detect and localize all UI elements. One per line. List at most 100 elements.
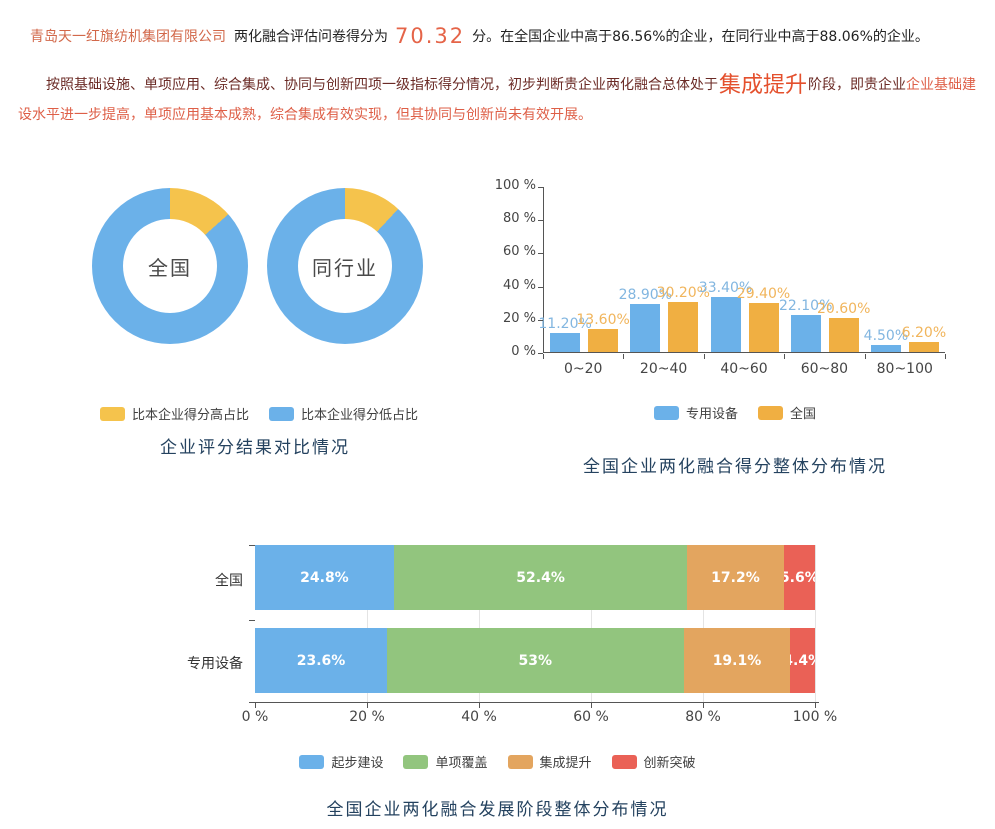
higher-share-swatch-icon [100, 406, 125, 421]
x-axis-tick [591, 703, 592, 708]
legend-label: 集成提升 [539, 756, 592, 771]
x-axis-tick-label: 100 % [792, 709, 838, 725]
x-axis-tick [703, 354, 705, 359]
legend-item-stage-integration[interactable]: 集成提升 [507, 752, 592, 771]
x-axis-category-label: 0~20 [563, 361, 603, 377]
stage-integration-swatch-icon [507, 754, 533, 769]
segment-value-label: 5.6% [783, 569, 815, 586]
segment-单项覆盖: 52.4% [393, 545, 688, 610]
legend-item-national[interactable]: 全国 [758, 403, 816, 422]
x-axis-tick [945, 354, 946, 359]
segment-创新突破: 5.6% [783, 545, 815, 610]
stacked-legend: 起步建设 单项覆盖 集成提升 创新突破 [0, 752, 995, 771]
bar-slot: 6.20% [902, 187, 946, 352]
x-axis-tick [367, 703, 368, 708]
bar-group: 11.20% 13.60% [538, 187, 630, 352]
lower-share-swatch-icon [269, 406, 295, 421]
stacked-row-1: 23.6% 53% 19.1% 4.4% [255, 628, 815, 693]
y-axis-tick [538, 187, 543, 188]
legend-item-stage-innovation[interactable]: 创新突破 [611, 752, 696, 771]
segment-单项覆盖: 53% [387, 628, 684, 693]
legend-label: 比本企业得分高占比 [132, 408, 250, 423]
donut-ring-0: 全国 [92, 188, 248, 344]
segment-起步建设: 24.8% [255, 545, 394, 610]
y-axis-tick-label: 60 % [502, 244, 536, 260]
stage-judgement-paragraph: 按照基础设施、单项应用、综合集成、协同与创新四项一级指标得分情况，初步判断贵企业… [18, 70, 986, 130]
y-axis-tick [538, 220, 543, 222]
segment-value-label: 52.4% [516, 569, 565, 586]
score-prefix-text: 两化融合评估问卷得分为 [234, 29, 388, 45]
bar-value-label: 6.20% [901, 324, 947, 341]
legend-item-special-equipment[interactable]: 专用设备 [653, 403, 738, 422]
x-axis-category-label: 40~60 [720, 361, 768, 377]
bar-专用设备 [630, 304, 661, 352]
legend-label: 全国 [790, 407, 817, 422]
donut-center-label-national: 全国 [123, 219, 217, 313]
score-summary-paragraph: 青岛天一红旗纺机集团有限公司 两化融合评估问卷得分为 70.32 分。在全国企业中高于… [30, 24, 980, 49]
bar-value-label: 20.60% [817, 300, 871, 317]
bar-全国 [828, 317, 859, 352]
bar-slot: 28.90% [619, 187, 672, 352]
stage-single-swatch-icon [403, 754, 429, 769]
x-axis-category-label: 20~40 [639, 361, 688, 377]
stage-tail-text: 企业基础建设水平进一步提高，单项应用基本成熟，综合集成有效实现，但其协同与创新尚… [18, 77, 977, 123]
gridline [703, 545, 704, 702]
donut-ring-1: 同行业 [267, 188, 423, 344]
category-axis-tick [249, 545, 255, 546]
segment-value-label: 17.2% [711, 569, 760, 586]
legend-label: 创新突破 [643, 756, 696, 771]
segment-value-label: 53% [518, 652, 553, 669]
grouped-bar-plot: 11.20% 13.60% 28.90% 30.20% 33.40% 29.40% 22.1… [538, 187, 946, 353]
x-axis-category-label: 60~80 [800, 361, 849, 377]
bar-group: 33.40% 29.40% [699, 187, 790, 352]
x-axis-tick-label: 80 % [685, 709, 721, 725]
bar-slot: 4.50% [864, 187, 908, 352]
y-axis-tick [538, 253, 543, 255]
bar-全国 [748, 303, 779, 352]
bar-slot: 13.60% [576, 187, 630, 352]
gridline [815, 545, 816, 702]
x-axis-tick-label: 0 % [241, 709, 269, 725]
bar-全国 [908, 341, 939, 352]
stage-mid-text: 阶段，即贵企业 [808, 77, 907, 93]
stage-name: 集成提升 [719, 73, 808, 98]
bar-value-label: 28.90% [618, 287, 672, 304]
bar-全国 [588, 329, 619, 352]
bar-value-label: 11.20% [538, 316, 592, 333]
y-axis-tick-label: 0 % [511, 344, 536, 359]
y-axis-tick-label: 40 % [502, 277, 536, 293]
bar-slot: 30.20% [657, 187, 710, 352]
segment-value-label: 24.8% [300, 569, 349, 586]
legend-label: 比本企业得分低占比 [301, 408, 419, 423]
y-axis-tick [538, 319, 543, 321]
score-value: 70.32 [395, 24, 466, 48]
stacked-row-label-special-equipment: 专用设备 [187, 656, 243, 672]
score-suffix-text: 分。在全国企业中高于86.56%的企业，在同行业中高于88.06%的企业。 [472, 29, 929, 45]
bar-group: 22.10% 20.60% [779, 187, 870, 352]
bar-全国 [668, 301, 699, 352]
x-axis-tick [255, 703, 256, 708]
bar-value-label: 4.50% [863, 327, 909, 344]
bar-slot: 22.10% [779, 187, 832, 352]
gridline [591, 545, 592, 702]
donut-center-label-industry: 同行业 [298, 219, 392, 313]
legend-label: 专用设备 [685, 407, 738, 422]
bar-value-label: 29.40% [736, 286, 791, 303]
legend-label: 起步建设 [331, 756, 384, 771]
grouped-bar-legend: 专用设备 全国 [500, 403, 970, 422]
bar-专用设备 [870, 344, 901, 352]
stage-innovation-swatch-icon [611, 754, 637, 769]
bar-专用设备 [790, 315, 821, 352]
legend-item-stage-start[interactable]: 起步建设 [299, 752, 383, 771]
bar-专用设备 [710, 296, 741, 352]
x-axis-tick [623, 354, 625, 359]
segment-起步建设: 23.6% [255, 628, 388, 693]
legend-item-higher[interactable]: 比本企业得分高占比 [100, 404, 249, 423]
national-swatch-icon [758, 405, 783, 420]
legend-item-lower[interactable]: 比本企业得分低占比 [269, 404, 418, 423]
stage-lead-text: 按照基础设施、单项应用、综合集成、协同与创新四项一级指标得分情况，初步判断贵企业… [46, 77, 718, 93]
x-axis-tick [784, 354, 786, 359]
y-axis-tick-label: 20 % [502, 310, 536, 326]
x-axis-tick [703, 703, 704, 708]
legend-item-stage-single[interactable]: 单项覆盖 [403, 752, 488, 771]
